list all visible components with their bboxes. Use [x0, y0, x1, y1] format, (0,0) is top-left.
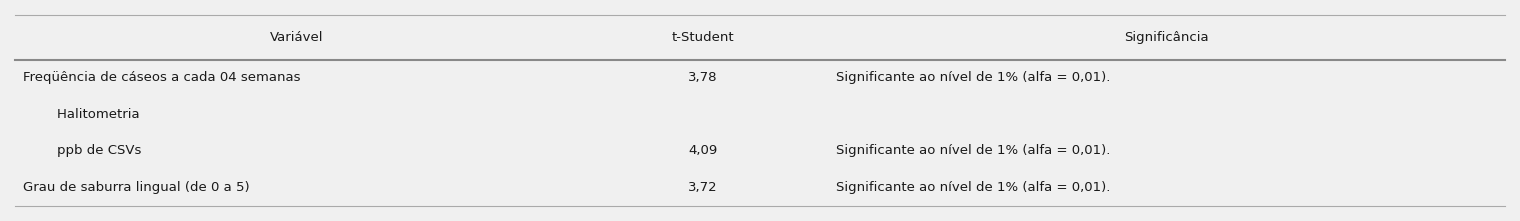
- Text: Significante ao nível de 1% (alfa = 0,01).: Significante ao nível de 1% (alfa = 0,01…: [836, 181, 1111, 194]
- Text: ppb de CSVs: ppb de CSVs: [23, 144, 141, 157]
- Text: Grau de saburra lingual (de 0 a 5): Grau de saburra lingual (de 0 a 5): [23, 181, 249, 194]
- Text: Halitometria: Halitometria: [23, 108, 140, 121]
- Text: Significância: Significância: [1125, 31, 1208, 44]
- Text: 3,72: 3,72: [689, 181, 717, 194]
- Text: Significante ao nível de 1% (alfa = 0,01).: Significante ao nível de 1% (alfa = 0,01…: [836, 71, 1111, 84]
- Text: Freqüência de cáseos a cada 04 semanas: Freqüência de cáseos a cada 04 semanas: [23, 71, 301, 84]
- Text: t-Student: t-Student: [672, 31, 734, 44]
- Text: 3,78: 3,78: [689, 71, 717, 84]
- Text: Significante ao nível de 1% (alfa = 0,01).: Significante ao nível de 1% (alfa = 0,01…: [836, 144, 1111, 157]
- Text: 4,09: 4,09: [689, 144, 717, 157]
- Text: Variável: Variável: [269, 31, 324, 44]
